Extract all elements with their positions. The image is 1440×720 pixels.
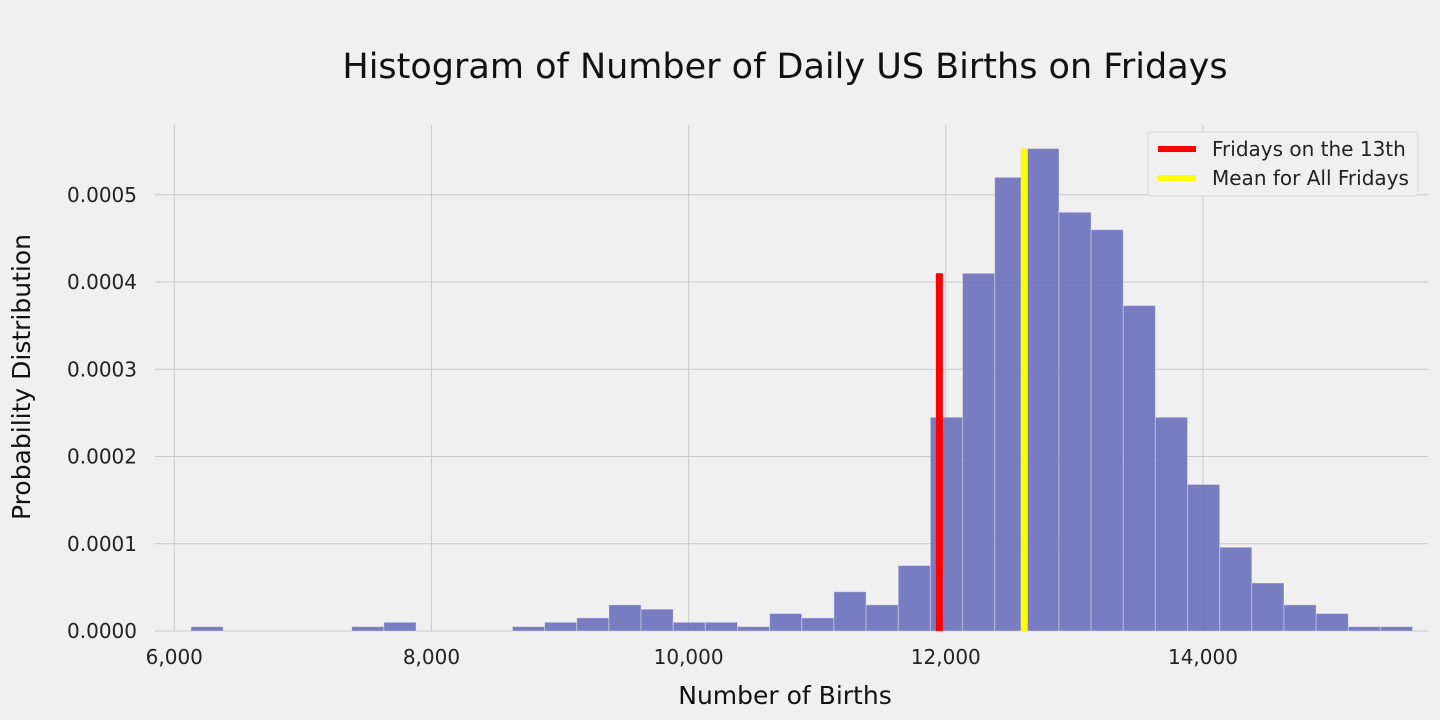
x-tick-label: 12,000 [911, 645, 981, 669]
legend-box [1147, 131, 1419, 197]
histogram-bar [1026, 148, 1060, 632]
y-axis-label: Probability Distribution [7, 234, 36, 520]
histogram-bar [1122, 305, 1156, 632]
histogram-bar [1379, 626, 1414, 632]
histogram-bar [1251, 582, 1285, 632]
histogram-bar [672, 621, 706, 632]
y-tick-label: 0.0000 [67, 619, 137, 643]
histogram-bar [1347, 626, 1381, 632]
x-axis-label: Number of Births [678, 681, 891, 710]
histogram-bar [704, 621, 738, 632]
histogram-bar [929, 416, 964, 632]
x-tick-label: 10,000 [654, 645, 724, 669]
histogram-bar [1315, 613, 1349, 632]
histogram-bar [769, 613, 803, 632]
y-tick-label: 0.0001 [67, 532, 137, 556]
histogram-bar [1090, 229, 1124, 632]
reference-lines [935, 148, 1028, 631]
histogram-bar [962, 272, 996, 632]
histogram-bar [1154, 416, 1189, 632]
histogram-bar [801, 617, 835, 632]
legend-label-mean: Mean for All Fridays [1212, 166, 1409, 190]
legend-label-fridays-13th: Fridays on the 13th [1212, 137, 1406, 161]
histogram-bar [544, 621, 578, 632]
histogram-bar [865, 604, 899, 632]
y-tick-label: 0.0002 [67, 445, 137, 469]
histogram-bar [897, 565, 931, 632]
x-axis-ticks: 6,000 8,000 10,000 12,000 14,000 [146, 645, 1238, 669]
histogram-bar [608, 604, 642, 632]
y-tick-label: 0.0003 [67, 357, 137, 381]
histogram-bar [833, 591, 867, 632]
histogram-bar [351, 626, 385, 632]
y-axis-ticks: 0.0000 0.0001 0.0002 0.0003 0.0004 0.0005 [67, 183, 137, 643]
x-tick-label: 14,000 [1168, 645, 1238, 669]
x-tick-label: 8,000 [403, 645, 460, 669]
histogram-bar [1058, 211, 1092, 632]
y-tick-label: 0.0005 [67, 183, 137, 207]
y-tick-label: 0.0004 [67, 270, 137, 294]
histogram-bars [190, 148, 1414, 632]
histogram-bar [1187, 483, 1221, 632]
x-tick-label: 6,000 [146, 645, 203, 669]
histogram-bar [1219, 546, 1253, 632]
legend: Fridays on the 13th Mean for All Fridays [1147, 131, 1419, 197]
histogram-bar [383, 621, 417, 632]
histogram-bar [736, 626, 771, 632]
chart-title: Histogram of Number of Daily US Births o… [342, 47, 1227, 87]
histogram-bar [1283, 604, 1317, 632]
histogram-bar [190, 626, 224, 632]
histogram-bar [576, 617, 610, 632]
histogram-bar [511, 626, 546, 632]
histogram-bar [640, 608, 674, 632]
